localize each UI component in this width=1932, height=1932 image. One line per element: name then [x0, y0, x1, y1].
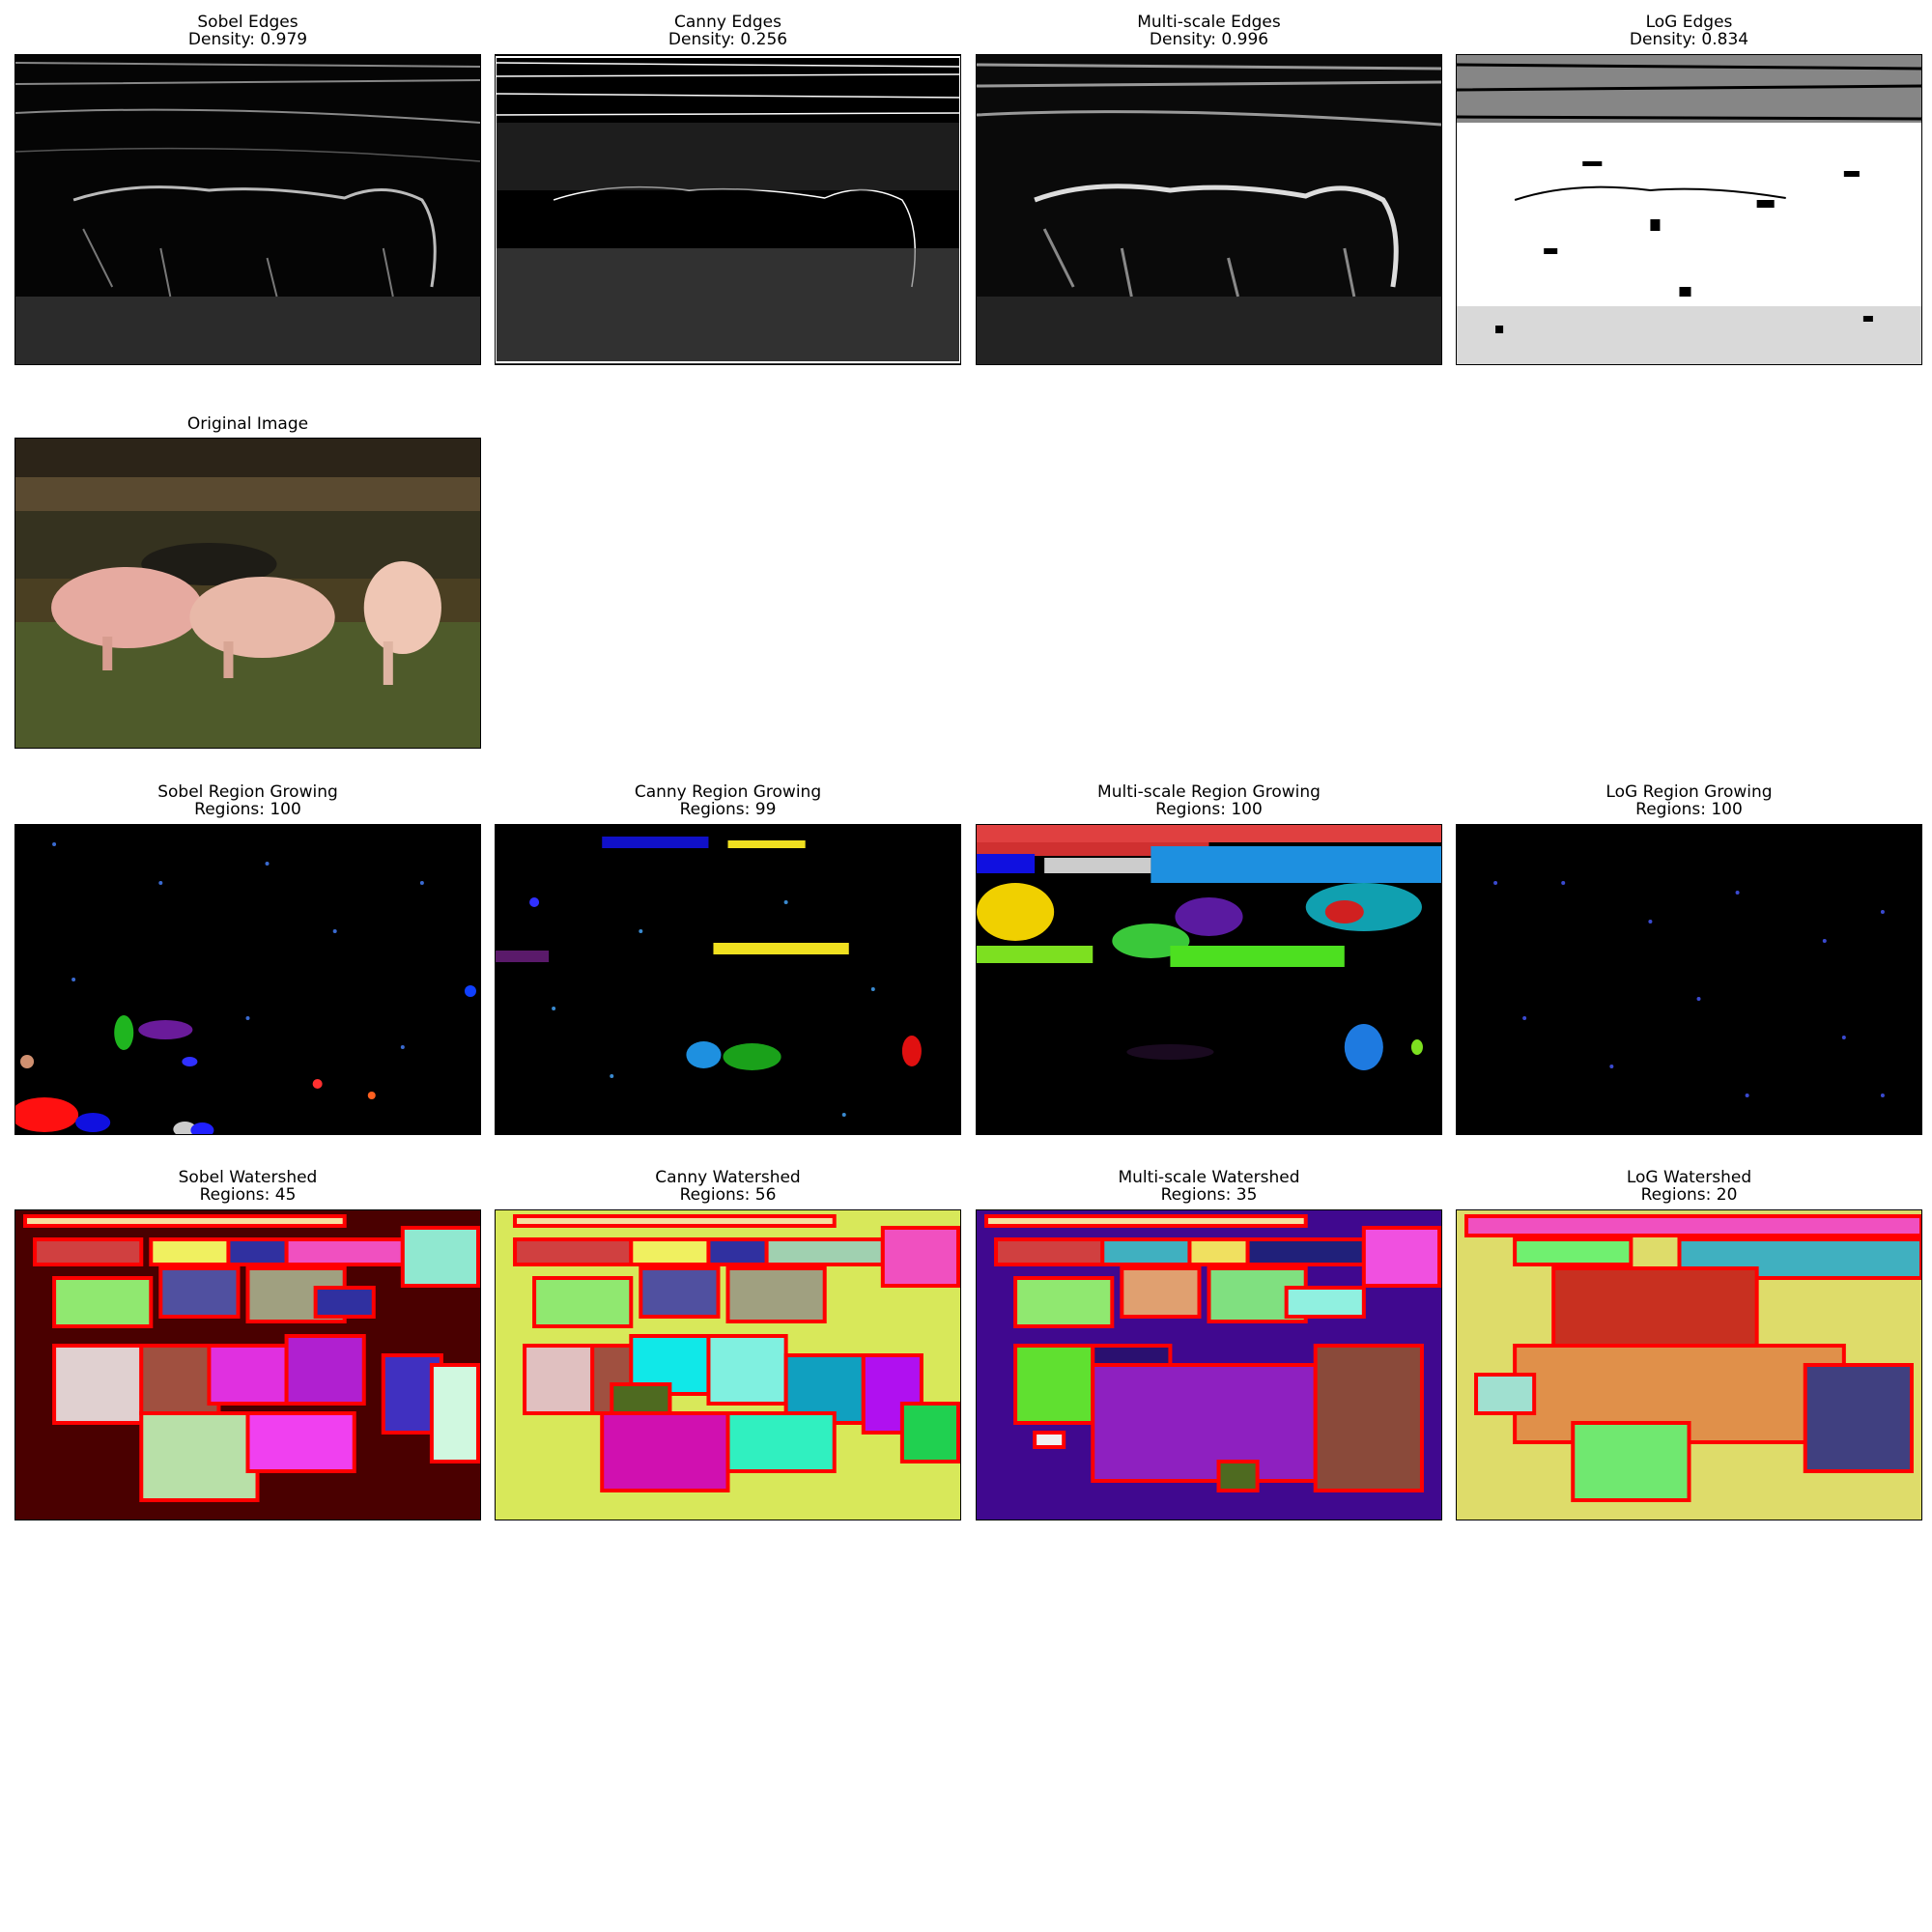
- sobel-watershed-image: [14, 1209, 481, 1520]
- multiscale-region-growing-image: [976, 824, 1442, 1135]
- log-region-growing-image: [1456, 824, 1922, 1135]
- log-watershed-image: [1456, 1209, 1922, 1520]
- panel-title: Sobel Region Growing Regions: 100: [157, 782, 338, 819]
- canny-region-growing-image: [495, 824, 961, 1135]
- sobel-watershed-panel: Sobel Watershed Regions: 45: [14, 1169, 481, 1520]
- panel-title: Multi-scale Watershed Regions: 35: [1118, 1168, 1300, 1205]
- log-edges-image: [1456, 54, 1922, 365]
- multiscale-region-growing-panel: Multi-scale Region Growing Regions: 100: [976, 783, 1442, 1135]
- sobel-edges-panel: Sobel Edges Density: 0.979: [14, 14, 481, 365]
- sobel-region-growing-panel: Sobel Region Growing Regions: 100: [14, 783, 481, 1135]
- panel-title: Sobel Watershed Regions: 45: [178, 1168, 318, 1205]
- canny-edges-image: [495, 54, 961, 365]
- canny-edges-panel: Canny Edges Density: 0.256: [495, 14, 961, 365]
- canny-watershed-image: [495, 1209, 961, 1520]
- multiscale-watershed-panel: Multi-scale Watershed Regions: 35: [976, 1169, 1442, 1520]
- canny-watershed-panel: Canny Watershed Regions: 56: [495, 1169, 961, 1520]
- canny-region-growing-panel: Canny Region Growing Regions: 99: [495, 783, 961, 1135]
- panel-title: Canny Edges Density: 0.256: [668, 13, 788, 49]
- sobel-region-growing-image: [14, 824, 481, 1135]
- panel-title: LoG Edges Density: 0.834: [1629, 13, 1749, 49]
- panel-title: Canny Watershed Regions: 56: [655, 1168, 801, 1205]
- panel-title: LoG Region Growing Regions: 100: [1605, 782, 1773, 819]
- original-photo: [14, 438, 481, 749]
- log-region-growing-panel: LoG Region Growing Regions: 100: [1456, 783, 1922, 1135]
- panel-title: Multi-scale Edges Density: 0.996: [1137, 13, 1281, 49]
- original-image-panel: Original Image: [14, 415, 481, 749]
- panel-title: Multi-scale Region Growing Regions: 100: [1097, 782, 1321, 819]
- multiscale-edges-image: [976, 54, 1442, 365]
- log-edges-panel: LoG Edges Density: 0.834: [1456, 14, 1922, 365]
- panel-title: LoG Watershed Regions: 20: [1626, 1168, 1752, 1205]
- sobel-edges-image: [14, 54, 481, 365]
- multiscale-edges-panel: Multi-scale Edges Density: 0.996: [976, 14, 1442, 365]
- log-watershed-panel: LoG Watershed Regions: 20: [1456, 1169, 1922, 1520]
- panel-title: Sobel Edges Density: 0.979: [187, 13, 308, 49]
- multiscale-watershed-image: [976, 1209, 1442, 1520]
- panel-title: Canny Region Growing Regions: 99: [634, 782, 822, 819]
- panel-title: Original Image: [186, 414, 309, 434]
